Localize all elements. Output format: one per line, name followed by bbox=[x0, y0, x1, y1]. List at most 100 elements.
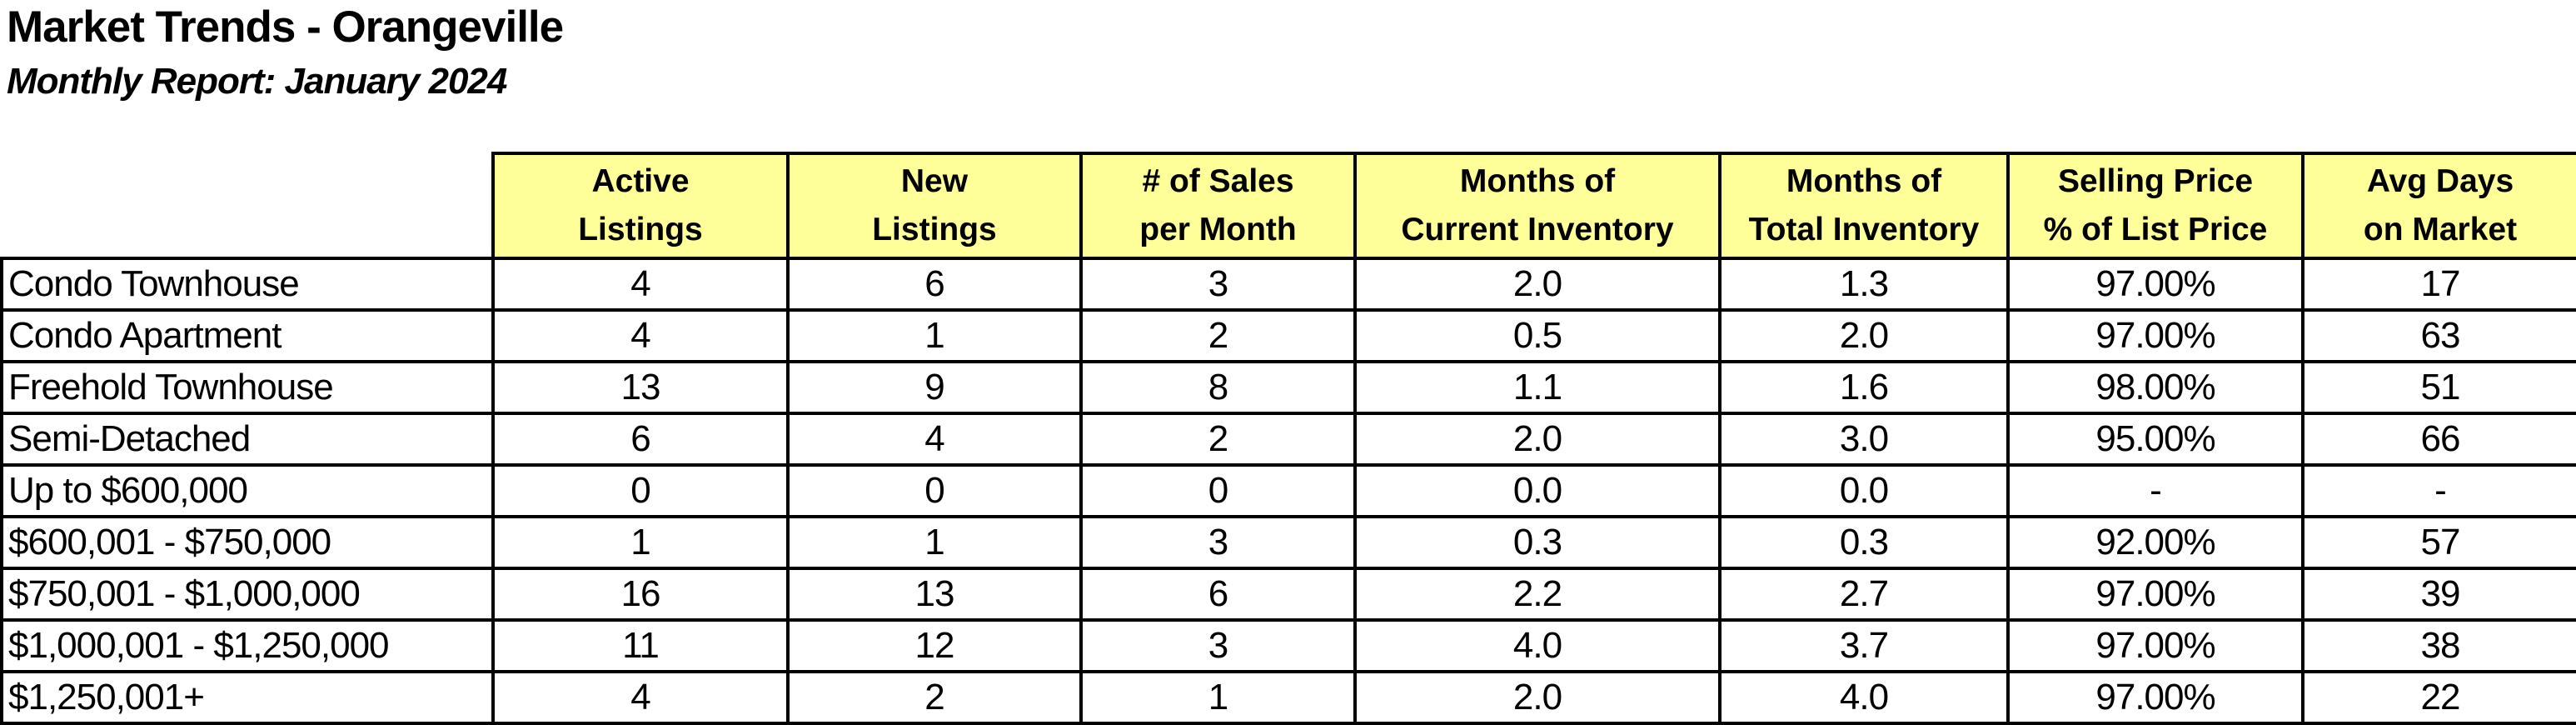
cell-months-current-inventory: 2.0 bbox=[1353, 257, 1721, 312]
cell-selling-price-pct: 95.00% bbox=[2006, 412, 2304, 467]
cell-new-listings: 1 bbox=[786, 308, 1083, 363]
cell-active-listings: 4 bbox=[491, 257, 790, 312]
cell-active-listings: 13 bbox=[491, 360, 790, 415]
col-header-line1: Active bbox=[591, 162, 690, 199]
cell-months-current-inventory: 2.2 bbox=[1353, 567, 1721, 622]
cell-avg-days-on-market: 38 bbox=[2301, 618, 2576, 673]
table-row: Condo Apartment 4 1 2 0.5 2.0 97.00% 63 bbox=[0, 308, 2576, 363]
report-subtitle: Monthly Report: January 2024 bbox=[7, 61, 507, 102]
cell-months-total-inventory: 0.0 bbox=[1718, 463, 2010, 518]
cell-avg-days-on-market: 63 bbox=[2301, 308, 2576, 363]
cell-avg-days-on-market: 39 bbox=[2301, 567, 2576, 622]
cell-sales-per-month: 2 bbox=[1079, 308, 1357, 363]
cell-months-total-inventory: 1.6 bbox=[1718, 360, 2010, 415]
col-header-active-listings: Active Listings bbox=[491, 152, 790, 260]
col-header-line2: Listings bbox=[872, 212, 997, 248]
cell-months-total-inventory: 2.0 bbox=[1718, 308, 2010, 363]
table-row: Semi-Detached 6 4 2 2.0 3.0 95.00% 66 bbox=[0, 412, 2576, 467]
col-header-line2: Listings bbox=[578, 212, 703, 248]
table-row: $1,250,001+ 4 2 1 2.0 4.0 97.00% 22 bbox=[0, 670, 2576, 725]
cell-new-listings: 12 bbox=[786, 618, 1083, 673]
row-label: $1,000,001 - $1,250,000 bbox=[0, 618, 495, 673]
row-label: Condo Townhouse bbox=[0, 257, 495, 312]
cell-selling-price-pct: 97.00% bbox=[2006, 257, 2304, 312]
cell-months-current-inventory: 2.0 bbox=[1353, 412, 1721, 467]
cell-active-listings: 4 bbox=[491, 670, 790, 725]
cell-avg-days-on-market: 66 bbox=[2301, 412, 2576, 467]
table-row: Condo Townhouse 4 6 3 2.0 1.3 97.00% 17 bbox=[0, 257, 2576, 312]
col-header-months-total-inventory: Months of Total Inventory bbox=[1718, 152, 2010, 260]
cell-months-current-inventory: 2.0 bbox=[1353, 670, 1721, 725]
cell-months-total-inventory: 2.7 bbox=[1718, 567, 2010, 622]
header-row: Active Listings New Listings # of Sales … bbox=[2, 152, 2576, 260]
cell-active-listings: 11 bbox=[491, 618, 790, 673]
cell-months-total-inventory: 0.3 bbox=[1718, 515, 2010, 570]
cell-new-listings: 9 bbox=[786, 360, 1083, 415]
table-row: $750,001 - $1,000,000 16 13 6 2.2 2.7 97… bbox=[0, 567, 2576, 622]
cell-selling-price-pct: 97.00% bbox=[2006, 670, 2304, 725]
cell-selling-price-pct: 97.00% bbox=[2006, 308, 2304, 363]
row-label: $600,001 - $750,000 bbox=[0, 515, 495, 570]
col-header-line1: Months of bbox=[1786, 162, 1942, 199]
table-row: Freehold Townhouse 13 9 8 1.1 1.6 98.00%… bbox=[0, 360, 2576, 415]
cell-sales-per-month: 0 bbox=[1079, 463, 1357, 518]
cell-sales-per-month: 1 bbox=[1079, 670, 1357, 725]
page-title: Market Trends - Orangeville bbox=[7, 2, 564, 52]
col-header-selling-price-pct: Selling Price % of List Price bbox=[2006, 152, 2304, 260]
table-row: Up to $600,000 0 0 0 0.0 0.0 - - bbox=[0, 463, 2576, 518]
col-header-avg-days-on-market: Avg Days on Market bbox=[2301, 152, 2576, 260]
row-label: $750,001 - $1,000,000 bbox=[0, 567, 495, 622]
cell-months-total-inventory: 1.3 bbox=[1718, 257, 2010, 312]
cell-sales-per-month: 6 bbox=[1079, 567, 1357, 622]
cell-active-listings: 6 bbox=[491, 412, 790, 467]
cell-sales-per-month: 3 bbox=[1079, 257, 1357, 312]
col-header-sales-per-month: # of Sales per Month bbox=[1079, 152, 1357, 260]
col-header-line2: % of List Price bbox=[2043, 212, 2268, 248]
col-header-line2: on Market bbox=[2363, 212, 2518, 248]
cell-months-total-inventory: 4.0 bbox=[1718, 670, 2010, 725]
row-label: Freehold Townhouse bbox=[0, 360, 495, 415]
col-header-months-current-inventory: Months of Current Inventory bbox=[1353, 152, 1721, 260]
cell-new-listings: 4 bbox=[786, 412, 1083, 467]
cell-active-listings: 4 bbox=[491, 308, 790, 363]
col-header-line1: Avg Days bbox=[2366, 162, 2514, 199]
row-label: Up to $600,000 bbox=[0, 463, 495, 518]
cell-selling-price-pct: 98.00% bbox=[2006, 360, 2304, 415]
cell-months-current-inventory: 4.0 bbox=[1353, 618, 1721, 673]
cell-avg-days-on-market: 17 bbox=[2301, 257, 2576, 312]
table-row: $1,000,001 - $1,250,000 11 12 3 4.0 3.7 … bbox=[0, 618, 2576, 673]
cell-new-listings: 0 bbox=[786, 463, 1083, 518]
col-header-line1: # of Sales bbox=[1142, 162, 1294, 199]
col-header-line2: per Month bbox=[1139, 212, 1297, 248]
cell-avg-days-on-market: 57 bbox=[2301, 515, 2576, 570]
cell-avg-days-on-market: - bbox=[2301, 463, 2576, 518]
report-header: Market Trends - Orangeville Monthly Repo… bbox=[0, 0, 564, 102]
cell-selling-price-pct: - bbox=[2006, 463, 2304, 518]
col-header-line1: Months of bbox=[1459, 162, 1616, 199]
table-header: Active Listings New Listings # of Sales … bbox=[2, 152, 2576, 260]
cell-months-current-inventory: 1.1 bbox=[1353, 360, 1721, 415]
cell-new-listings: 6 bbox=[786, 257, 1083, 312]
cell-new-listings: 2 bbox=[786, 670, 1083, 725]
table-row: $600,001 - $750,000 1 1 3 0.3 0.3 92.00%… bbox=[0, 515, 2576, 570]
cell-new-listings: 1 bbox=[786, 515, 1083, 570]
cell-avg-days-on-market: 22 bbox=[2301, 670, 2576, 725]
cell-sales-per-month: 3 bbox=[1079, 515, 1357, 570]
cell-active-listings: 0 bbox=[491, 463, 790, 518]
cell-selling-price-pct: 97.00% bbox=[2006, 567, 2304, 622]
cell-selling-price-pct: 97.00% bbox=[2006, 618, 2304, 673]
market-trends-table: Active Listings New Listings # of Sales … bbox=[0, 152, 2576, 725]
cell-months-total-inventory: 3.7 bbox=[1718, 618, 2010, 673]
cell-active-listings: 1 bbox=[491, 515, 790, 570]
col-header-line2: Total Inventory bbox=[1748, 212, 1980, 248]
cell-sales-per-month: 3 bbox=[1079, 618, 1357, 673]
col-header-line1: Selling Price bbox=[2057, 162, 2254, 199]
cell-new-listings: 13 bbox=[786, 567, 1083, 622]
col-header-new-listings: New Listings bbox=[786, 152, 1083, 260]
col-header-line2: Current Inventory bbox=[1401, 212, 1674, 248]
row-label: $1,250,001+ bbox=[0, 670, 495, 725]
cell-active-listings: 16 bbox=[491, 567, 790, 622]
cell-sales-per-month: 8 bbox=[1079, 360, 1357, 415]
row-label: Semi-Detached bbox=[0, 412, 495, 467]
cell-sales-per-month: 2 bbox=[1079, 412, 1357, 467]
